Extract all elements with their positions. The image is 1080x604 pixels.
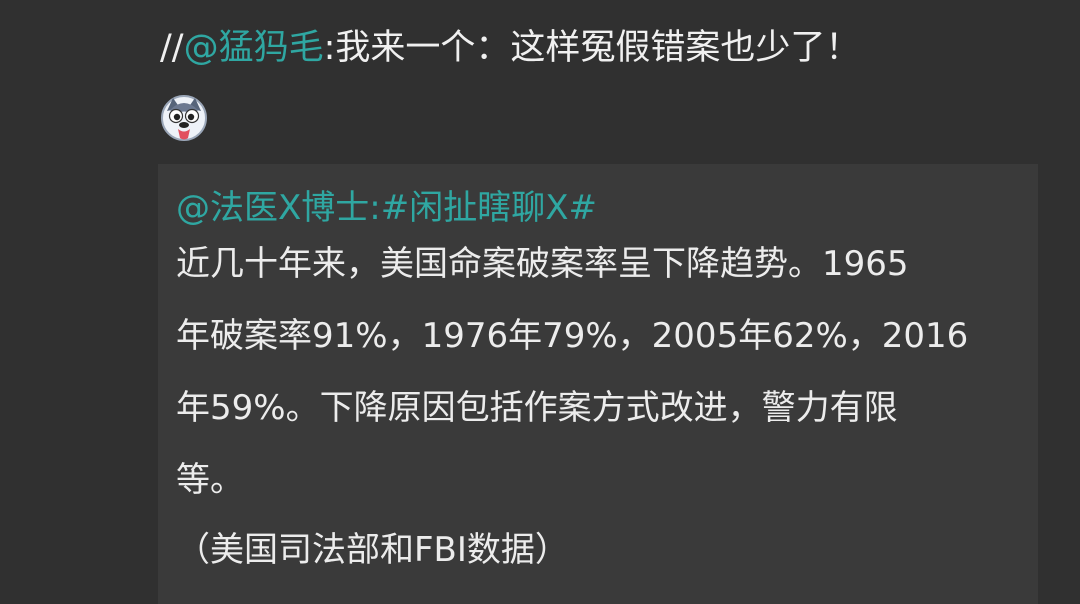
repost-comment: //@猛犸毛:我来一个：这样冤假错案也少了！: [160, 24, 1060, 72]
header-separator: :: [369, 188, 381, 228]
husky-dog-emoji-icon: [160, 94, 208, 142]
quoted-post[interactable]: @法医X博士:#闲扯瞎聊X# 近几十年来，美国命案破案率呈下降趋势。1965 年…: [158, 164, 1038, 604]
mention-separator: :: [323, 28, 336, 68]
quote-source-note: （美国司法部和FBI数据）: [176, 530, 569, 570]
quote-text-line-1: 近几十年来，美国命案破案率呈下降趋势。1965: [176, 244, 909, 284]
topic-hashtag-link[interactable]: #闲扯瞎聊X#: [380, 188, 598, 228]
repost-prefix: //: [160, 28, 184, 68]
author-mention-link[interactable]: @法医X博士: [176, 188, 370, 228]
quote-text-line-4: 等。: [176, 460, 244, 500]
quoted-post-header: @法医X博士:#闲扯瞎聊X#: [176, 184, 597, 232]
quote-text-line-2: 年破案率91%，1976年79%，2005年62%，2016: [176, 316, 969, 356]
user-mention-link[interactable]: @猛犸毛: [183, 28, 324, 68]
comment-text: 我来一个：这样冤假错案也少了！: [335, 28, 861, 68]
quote-text-line-3: 年59%。下降原因包括作案方式改进，警力有限: [176, 388, 898, 428]
